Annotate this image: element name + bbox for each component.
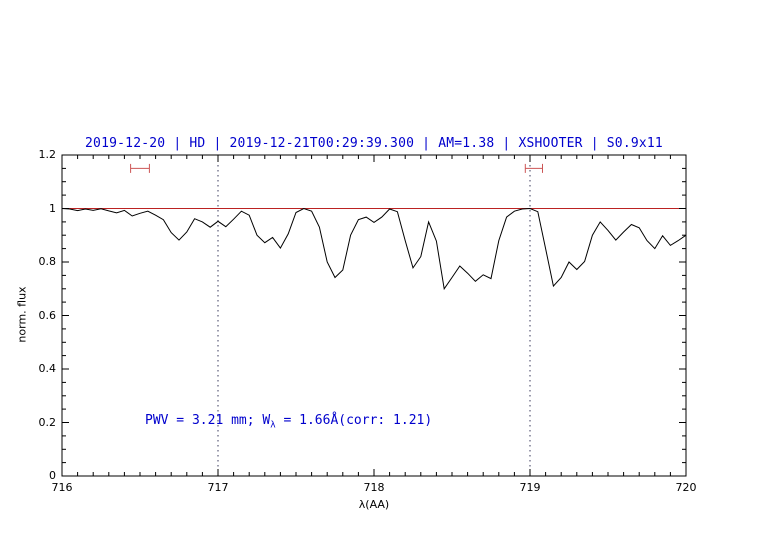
y-ticks [62,154,686,477]
dotted-vlines [217,155,531,476]
spectrum-line [61,207,687,291]
y-tick-label: 0.4 [38,362,57,375]
y-tick-label: 0.2 [38,415,57,429]
x-tick-label: 716 [51,481,73,494]
x-tick-label: 719 [519,481,541,494]
plot-title: 2019-12-20 | HD | 2019-12-21T00:29:39.30… [85,136,663,151]
y-tick-label: 1.2 [38,148,57,161]
pwv-annotation-suffix: = 1.66Å(corr: 1.21) [275,413,433,428]
x-ticks [61,155,687,476]
pwv-annotation-subscript: λ [270,420,276,431]
y-tick-label: 1 [49,201,56,215]
x-tick-label: 718 [363,481,385,494]
y-tick-label: 0.8 [38,255,57,268]
x-tick-label: 720 [675,481,697,494]
y-tick-label: 0.6 [38,308,57,322]
x-tick-label: 717 [207,481,229,494]
x-axis-label: λ(AA) [358,498,390,511]
pwv-annotation-prefix: PWV = 3.21 mm; W [145,413,271,428]
y-tick-label: 0 [49,469,56,482]
range-markers [130,163,543,173]
pwv-annotation: PWV = 3.21 mm; Wλ = 1.66Å(corr: 1.21) [145,413,432,431]
